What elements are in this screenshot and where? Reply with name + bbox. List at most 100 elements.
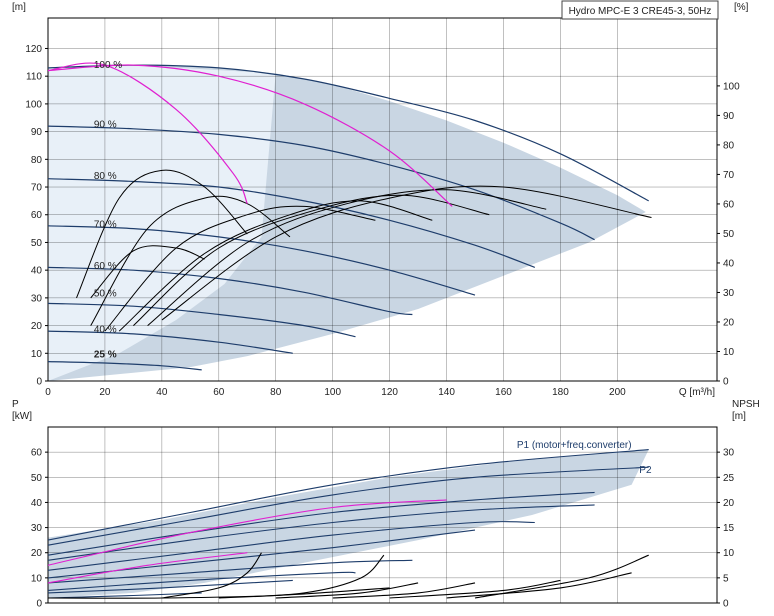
y-right-tick-label: 5 [723, 573, 729, 584]
y-right-tick-label: 70 [723, 170, 735, 181]
y-tick-label: 30 [31, 523, 43, 534]
speed-label: 80 % [94, 171, 117, 182]
power-curve-5 [47, 521, 535, 571]
power-curve-3 [47, 491, 595, 556]
y-tick-label: 20 [31, 321, 43, 332]
npsh-curve-3 [275, 582, 419, 599]
npsh-curve-7 [474, 554, 649, 599]
power-curve-4 [47, 504, 595, 561]
y-right-tick-label: 90 [723, 111, 735, 122]
speed-label: 25 % [94, 350, 117, 361]
npsh-curve-4 [332, 582, 476, 599]
efficiency-curve-1 [47, 62, 248, 204]
power-npsh-panel: 0 10 20 30 40 50 60 0 5 10 15 20 25 30 P[kW] NPSH[m] P1 … [12, 399, 760, 610]
y-tick-label: 20 [31, 548, 43, 559]
npsh-curve-5 [389, 579, 561, 599]
y-axis-label: P [12, 399, 19, 410]
power-curve-7 [47, 559, 413, 584]
speed-label: 40 % [94, 325, 117, 336]
y-right-tick-label: 40 [723, 258, 735, 269]
y-right-axis-label: NPSH [732, 399, 760, 410]
y-right-tick-label: 10 [723, 548, 735, 559]
speed-label: 60 % [94, 261, 117, 272]
y-right-tick-label: 20 [723, 498, 735, 509]
speed-label: 90 % [94, 120, 117, 131]
y-tick-label: 30 [31, 293, 43, 304]
speed-curve-2 [47, 125, 595, 241]
power-curve-1 [47, 449, 649, 541]
x-tick-label: 160 [495, 387, 512, 398]
y-axis-label: [m] [12, 2, 26, 13]
npsh-curve-8 [47, 587, 390, 599]
y-right-tick-label: 50 [723, 229, 735, 240]
y-tick-label: 40 [31, 266, 43, 277]
speed-label: 100 % [94, 60, 122, 71]
x-axis-label: Q [m³/h] [679, 387, 715, 398]
power-annotation: P2 [639, 465, 652, 476]
x-tick-label: 20 [99, 387, 111, 398]
power-curve-10 [47, 592, 202, 599]
x-tick-label: 180 [552, 387, 569, 398]
y-right-tick-label: 25 [723, 473, 735, 484]
title-frame [561, 0, 719, 20]
speed-curve-4 [47, 225, 476, 296]
operating-envelope [48, 449, 649, 598]
x-tick-label: 120 [381, 387, 398, 398]
y-tick-label: 80 [31, 155, 43, 166]
y-right-tick-label: 20 [723, 317, 735, 328]
speed-curve-7 [47, 330, 293, 354]
speed-label: 70 % [94, 219, 117, 230]
y-tick-label: 0 [36, 377, 42, 388]
npsh-curve-1 [161, 552, 262, 599]
pump-curve-8 [90, 245, 205, 299]
power-efficiency-curve-1 [47, 499, 447, 566]
y-right-tick-label: 100 [723, 81, 740, 92]
y-right-axis-label: [m] [732, 411, 746, 422]
y-right-tick-label: 30 [723, 448, 735, 459]
y-tick-label: 50 [31, 473, 43, 484]
x-tick-label: 0 [45, 387, 51, 398]
y-tick-label: 60 [31, 210, 43, 221]
y-tick-label: 60 [31, 448, 43, 459]
power-annotation: P1 (motor+freq.converter) [517, 440, 632, 451]
y-right-tick-label: 0 [723, 377, 729, 388]
y-tick-label: 70 [31, 183, 43, 194]
y-right-tick-label: 0 [723, 599, 729, 610]
y-right-tick-label: 60 [723, 199, 735, 210]
chart-title-box: Hydro MPC-E 3 CRE45-3, 50Hz [561, 0, 719, 20]
plot-frame [47, 426, 718, 604]
pump-curve-3 [104, 205, 376, 332]
plot-frame [47, 17, 718, 382]
y-tick-label: 110 [26, 72, 42, 83]
y-right-tick-label: 30 [723, 288, 735, 299]
head-panel: 0 10 20 30 40 50 60 70 80 90 100 110 120 0 10 20 30 40 50 6… [12, 0, 749, 398]
y-tick-label: 10 [31, 349, 43, 360]
power-curve-9 [47, 579, 293, 594]
y-right-tick-label: 10 [723, 347, 735, 358]
pump-curve-4 [118, 200, 433, 332]
pump-curve-5 [133, 194, 490, 326]
pump-curve-6 [147, 189, 547, 326]
power-curve-2 [47, 466, 649, 546]
y-tick-label: 120 [25, 44, 42, 55]
y-axis-label: H [12, 0, 19, 1]
pump-curve-2 [90, 195, 291, 326]
chart-title: Hydro MPC-E 3 CRE45-3, 50Hz [569, 6, 712, 17]
x-tick-label: 200 [609, 387, 626, 398]
y-tick-label: 90 [31, 127, 43, 138]
y-axis-label: [kW] [12, 411, 32, 422]
efficiency-curve-2 [47, 64, 453, 207]
x-tick-label: 60 [213, 387, 225, 398]
speed-label: 50 % [94, 289, 117, 300]
power-curve-8 [47, 571, 356, 591]
npsh-curve-6 [446, 572, 632, 599]
power-efficiency-curve-2 [47, 552, 248, 584]
pump-curve-7 [161, 185, 652, 321]
y-right-axis-label: [%] [734, 2, 749, 13]
y-tick-label: 0 [36, 599, 42, 610]
x-tick-label: 100 [324, 387, 341, 398]
speed-curve-8 [47, 361, 202, 371]
y-right-tick-label: 80 [723, 140, 735, 151]
